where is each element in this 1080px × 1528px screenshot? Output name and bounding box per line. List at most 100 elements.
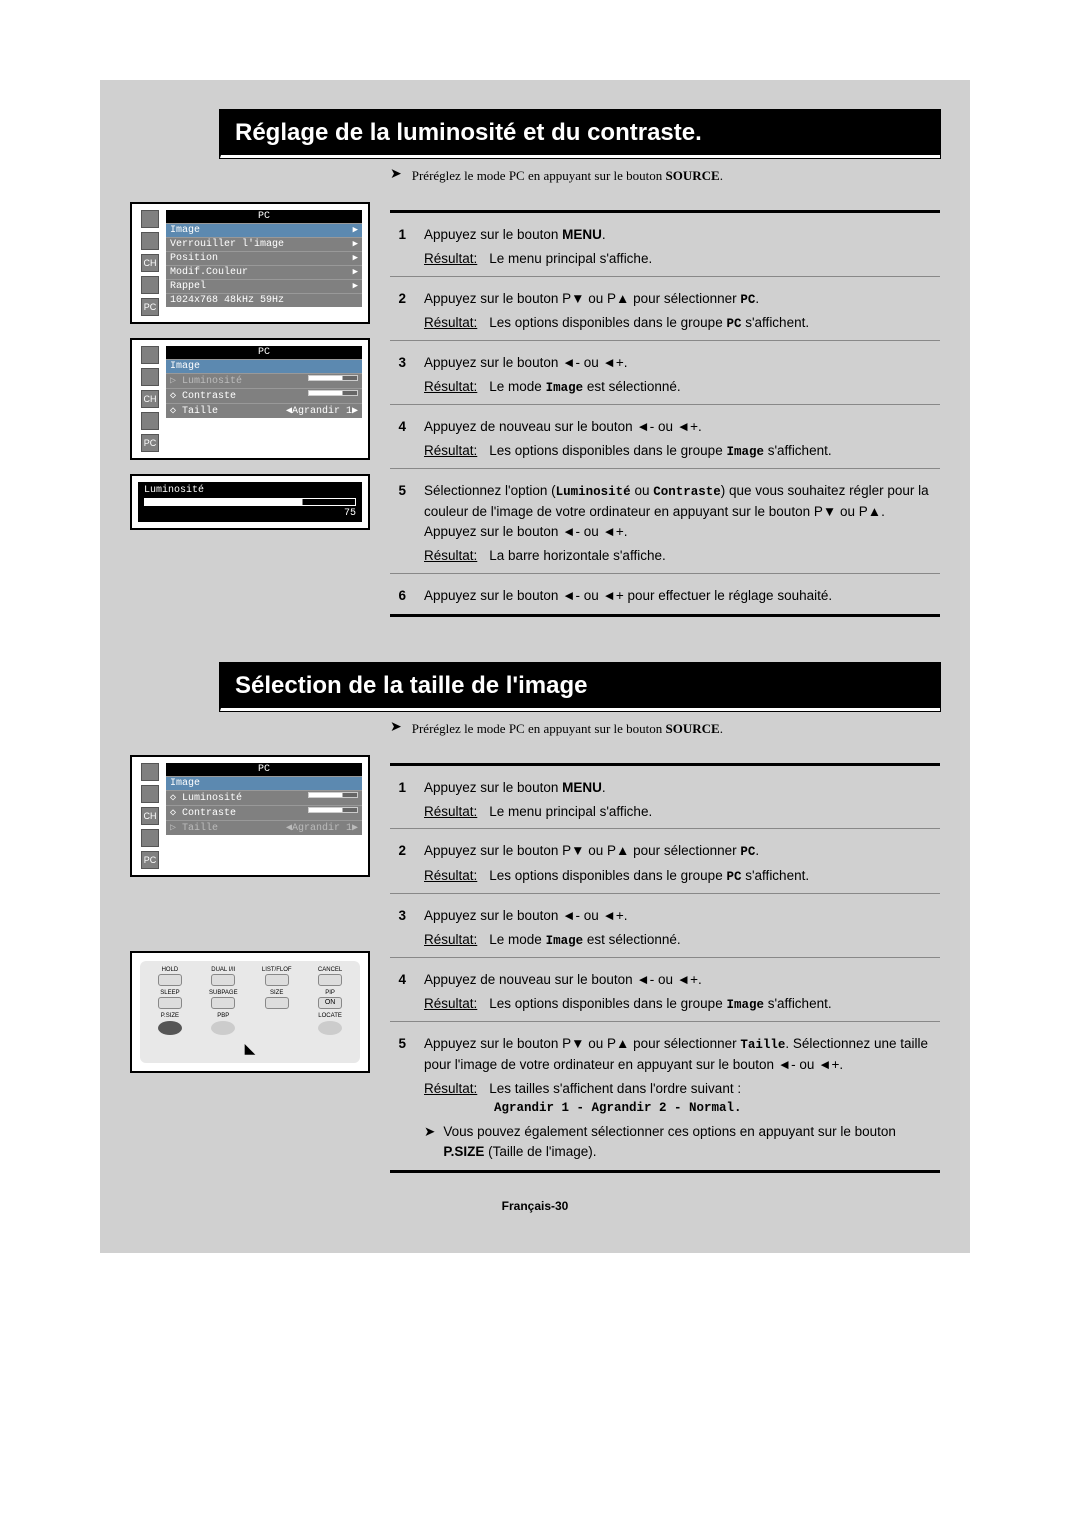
remote-label: SIZE (253, 990, 301, 996)
result-label: Résultat: (424, 994, 477, 1015)
osd-row-label: Image (170, 361, 200, 372)
step-body: Appuyez sur le bouton ◄- ou ◄+. Résultat… (424, 353, 940, 398)
remote-oval-button (211, 1021, 235, 1035)
divider (390, 210, 940, 213)
result-line: Résultat:Les tailles s'affichent dans l'… (424, 1079, 940, 1099)
result-text: Les options disponibles dans le groupe P… (489, 313, 809, 334)
step-row: 1 Appuyez sur le bouton MENU. Résultat:L… (390, 772, 940, 823)
result-part: Le mode (489, 379, 545, 394)
arrow-icon: ▶ (353, 281, 358, 292)
osd-row-label: Image (170, 778, 200, 789)
osd-icon (141, 276, 159, 294)
section-b-note: ➤ Préréglez le mode PC en appuyant sur l… (390, 721, 940, 737)
step-row: 5 Sélectionnez l'option (Luminosité ou C… (390, 475, 940, 567)
result-text: Le menu principal s'affiche. (489, 249, 652, 269)
result-part: s'affichent. (741, 868, 809, 883)
osd-image-submenu-b: CH PC PC Image ◇ Luminosité ◇ Contraste … (130, 755, 370, 877)
result-text: La barre horizontale s'affiche. (489, 546, 665, 566)
step-row: 2 Appuyez sur le bouton P▼ ou P▲ pour sé… (390, 835, 940, 887)
step-number: 1 (390, 778, 406, 823)
result-text: Les options disponibles dans le groupe I… (489, 994, 831, 1015)
osd-row-label: ◇ Contraste (170, 807, 236, 819)
remote-cell: P.SIZE (146, 1013, 194, 1037)
step-row: 3 Appuyez sur le bouton ◄- ou ◄+. Résult… (390, 900, 940, 951)
osd-row-label: Modif.Couleur (170, 267, 248, 278)
step-text: Appuyez sur le bouton P▼ ou P▲ pour séle… (424, 1036, 740, 1051)
osd-icon (141, 763, 159, 781)
arrow-icon: ▶ (353, 267, 358, 278)
step-text-bold: MENU (562, 227, 602, 242)
osd-icon (141, 232, 159, 250)
step-text: . (755, 291, 759, 306)
step-body: Appuyez sur le bouton ◄- ou ◄+ pour effe… (424, 586, 940, 606)
note-suffix: . (720, 721, 723, 736)
osd-row-text: Contraste (182, 391, 236, 402)
step-text: Appuyez de nouveau sur le bouton ◄- ou ◄… (424, 972, 702, 987)
osd-pc-main: CH PC PC Image▶ Verrouiller l'image▶ Pos… (130, 202, 370, 324)
remote-label: LIST/FLOF (253, 967, 301, 973)
osd-icon (141, 368, 159, 386)
step-text: Appuyez sur le bouton ◄- ou ◄+. (424, 908, 627, 923)
step-number: 3 (390, 906, 406, 951)
remote-button (211, 974, 235, 986)
step-number: 4 (390, 970, 406, 1015)
note-prefix: Préréglez le mode PC en appuyant sur le … (412, 168, 666, 183)
step-text: . (602, 227, 606, 242)
result-part: est sélectionné. (583, 932, 681, 947)
osd-slider-inner: Luminosité 75 (138, 482, 362, 522)
step-row: 6 Appuyez sur le bouton ◄- ou ◄+ pour ef… (390, 580, 940, 606)
step-number: 3 (390, 353, 406, 398)
result-label: Résultat: (424, 802, 477, 822)
bar-icon (308, 390, 358, 396)
step-number: 1 (390, 225, 406, 270)
section-a-left: CH PC PC Image▶ Verrouiller l'image▶ Pos… (130, 202, 370, 623)
section-b-body: CH PC PC Image ◇ Luminosité ◇ Contraste … (130, 755, 940, 1180)
divider (390, 763, 940, 766)
divider (390, 893, 940, 894)
result-mono: Image (726, 445, 764, 459)
result-mono: Image (546, 381, 584, 395)
osd-row-text: Taille (182, 406, 218, 417)
result-line: Résultat:Les options disponibles dans le… (424, 866, 940, 887)
remote-label: LOCATE (306, 1013, 354, 1019)
osd-icon-strip: CH PC (138, 346, 162, 452)
osd-header: PC (166, 763, 362, 776)
osd-row-label: 1024x768 48kHz 59Hz (170, 295, 284, 306)
cursor-icon: ▷ (170, 823, 176, 834)
osd-row-label: ◇ Taille (170, 405, 218, 417)
osd-row: ▷ Taille◀Agrandir 1▶ (166, 820, 362, 835)
result-part: Le mode (489, 932, 545, 947)
result-label: Résultat: (424, 441, 477, 462)
cursor-icon: ◇ (170, 808, 176, 819)
remote-label: CANCEL (306, 967, 354, 973)
osd-icon (141, 210, 159, 228)
remote-cell: CANCEL (306, 967, 354, 987)
osd-row: ◇ Contraste (166, 388, 362, 403)
slider-bar-icon (144, 498, 356, 506)
remote-body: HOLD DUAL I/II LIST/FLOF CANCEL SLEEP SU… (140, 961, 360, 1063)
result-line: Résultat:Les options disponibles dans le… (424, 313, 940, 334)
note-text: Préréglez le mode PC en appuyant sur le … (412, 721, 723, 737)
result-text: Les tailles s'affichent dans l'ordre sui… (489, 1079, 741, 1099)
remote-control: HOLD DUAL I/II LIST/FLOF CANCEL SLEEP SU… (130, 951, 370, 1073)
osd-icon: CH (141, 807, 159, 825)
osd-row-label: Rappel (170, 281, 206, 292)
osd-row: 1024x768 48kHz 59Hz (166, 293, 362, 307)
note-bold: SOURCE (666, 168, 720, 183)
step-text: Appuyez de nouveau sur le bouton ◄- ou ◄… (424, 419, 702, 434)
result-text: Les options disponibles dans le groupe P… (489, 866, 809, 887)
note-arrow-icon: ➤ (390, 721, 402, 735)
osd-icon (141, 346, 159, 364)
step-mono: Taille (740, 1038, 785, 1052)
step-body: Sélectionnez l'option (Luminosité ou Con… (424, 481, 940, 567)
section-a-note: ➤ Préréglez le mode PC en appuyant sur l… (390, 168, 940, 184)
note-text: Préréglez le mode PC en appuyant sur le … (412, 168, 723, 184)
osd-row: Modif.Couleur ▶ (166, 265, 362, 279)
result-text: Le mode Image est sélectionné. (489, 377, 680, 398)
osd-icon (141, 785, 159, 803)
tip-bold: P.SIZE (443, 1144, 484, 1159)
remote-label: DUAL I/II (199, 967, 247, 973)
remote-row: P.SIZE PBP LOCATE (146, 1013, 354, 1037)
content-area: Réglage de la luminosité et du contraste… (100, 80, 970, 1253)
remote-button (211, 997, 235, 1009)
